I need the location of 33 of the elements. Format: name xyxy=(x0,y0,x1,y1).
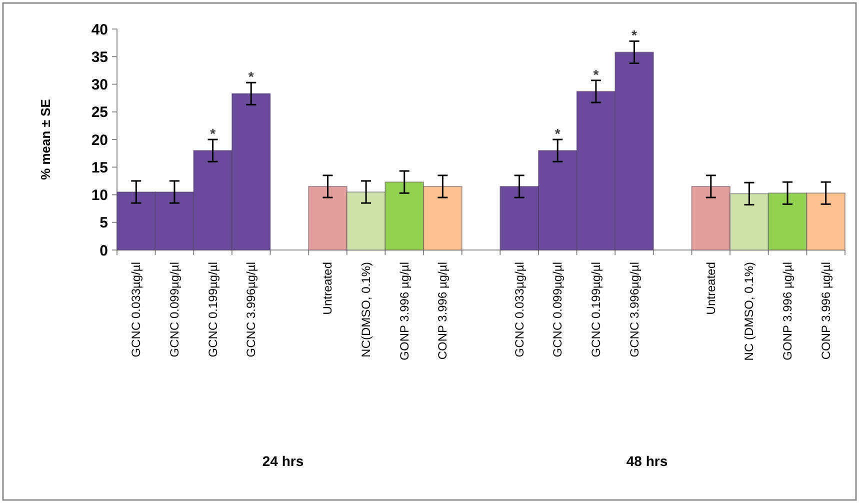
x-tick-label: NC(DMSO, 0.1%) xyxy=(359,262,374,358)
y-tick-label: 30 xyxy=(91,76,108,94)
x-tick-label: GONP 3.996 µg/µl xyxy=(397,262,412,360)
x-tick-label: GCNC 3.996µg/µl xyxy=(244,262,258,358)
x-tick-label: GCNC 0.099µg/µl xyxy=(167,262,182,358)
data-label: * xyxy=(248,68,254,85)
data-label: * xyxy=(593,66,600,82)
data-label: * xyxy=(554,126,561,142)
x-tick-label: GCNC 0.033µg/µl xyxy=(512,262,526,358)
y-axis-title: % mean ± SE xyxy=(38,98,53,180)
x-tick-label: GCNC 0.033µg/µl xyxy=(129,262,144,358)
x-tick-label: CONP 3.996 µg/µl xyxy=(436,262,450,360)
y-tick-label: 15 xyxy=(91,159,108,176)
x-tick-label: GCNC 3.996µg/µl xyxy=(627,262,642,358)
x-tick-label: Untreated xyxy=(704,262,718,315)
x-tick-label: GCNC 0.099µg/µl xyxy=(550,262,565,358)
text: 48 hrs xyxy=(626,453,668,469)
y-tick-label: 35 xyxy=(91,48,108,66)
data-label: * xyxy=(632,27,638,44)
x-tick-label: GCNC 0.199µg/µl xyxy=(588,262,603,358)
data-label: * xyxy=(210,126,216,142)
y-tick-label: 40 xyxy=(91,21,108,38)
x-tick-label: Untreated xyxy=(320,262,335,315)
y-tick-label: 20 xyxy=(91,132,108,149)
y-tick-label: 5 xyxy=(100,214,108,232)
x-tick-label: NC (DMSO, 0.1%) xyxy=(742,262,756,361)
text: 24 hrs xyxy=(262,453,304,469)
x-tick-label: GCNC 0.199µg/µl xyxy=(206,262,220,358)
x-tick-label: CONP 3.996 µg/µl xyxy=(818,262,833,360)
y-tick-label: 10 xyxy=(91,187,108,204)
x-tick-label: GONP 3.996 µg/µl xyxy=(780,262,795,360)
y-tick-label: 0 xyxy=(100,242,108,260)
y-tick-label: 25 xyxy=(91,104,108,122)
